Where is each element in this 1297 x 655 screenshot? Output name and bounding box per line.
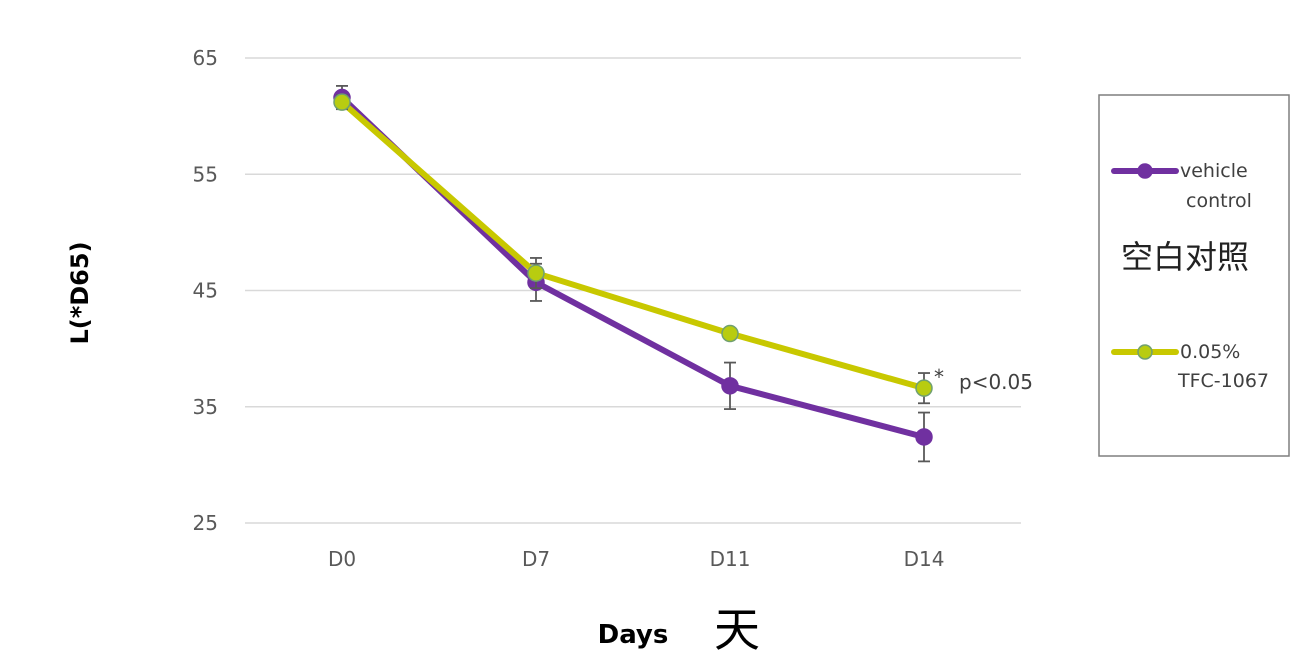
x-axis-ticks: D0 D7 D11 D14 — [328, 547, 944, 571]
series-group — [333, 85, 933, 463]
y-axis-label: L(*D65) — [66, 241, 94, 344]
significance-text: p<0.05 — [959, 370, 1033, 394]
legend-items: vehicle control 空白对照 0.05% TFC-1067 — [1111, 160, 1269, 392]
legend-item-tfc-1067: 0.05% TFC-1067 — [1111, 341, 1269, 392]
x-axis-label-chinese: 天 — [714, 603, 760, 655]
legend-label-line1: 0.05% — [1180, 341, 1240, 363]
data-point — [721, 324, 739, 343]
data-point — [915, 379, 933, 397]
legend-marker — [1137, 344, 1153, 360]
y-tick-label: 35 — [193, 395, 218, 419]
data-point — [333, 93, 351, 111]
legend-marker — [1137, 163, 1153, 179]
data-point — [721, 377, 739, 395]
significance-annotation: * p<0.05 — [934, 365, 1033, 394]
x-tick-label: D11 — [710, 547, 751, 571]
series-line — [339, 94, 927, 440]
legend-label-line2: control — [1186, 190, 1252, 212]
legend-label-chinese: 空白对照 — [1121, 238, 1249, 276]
x-tick-label: D0 — [328, 547, 356, 571]
y-tick-label: 65 — [193, 46, 218, 70]
x-axis-label: Days — [598, 620, 669, 650]
legend-label-line1: vehicle — [1180, 160, 1248, 182]
data-point — [527, 264, 545, 282]
data-point — [915, 428, 933, 446]
series-line — [339, 99, 927, 392]
y-tick-label: 25 — [193, 511, 218, 535]
gridlines — [245, 57, 1021, 524]
x-tick-label: D14 — [904, 547, 945, 571]
significance-star: * — [934, 365, 944, 389]
legend-item-vehicle-control: vehicle control 空白对照 — [1111, 160, 1252, 276]
series-1 — [333, 85, 933, 463]
x-tick-label: D7 — [522, 547, 550, 571]
y-tick-label: 55 — [193, 162, 218, 186]
legend-box — [1098, 94, 1290, 457]
y-axis-ticks: 25 35 45 55 65 — [193, 46, 218, 535]
legend: vehicle control 空白对照 0.05% TFC-1067 — [1098, 94, 1290, 457]
legend-label-line2: TFC-1067 — [1177, 370, 1269, 392]
y-tick-label: 45 — [193, 279, 218, 303]
series-2 — [333, 93, 933, 405]
